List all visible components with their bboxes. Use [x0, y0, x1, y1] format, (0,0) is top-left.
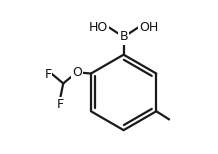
Text: O: O — [72, 66, 82, 79]
Text: OH: OH — [139, 21, 158, 34]
Text: F: F — [44, 68, 51, 81]
Text: F: F — [57, 98, 64, 111]
Text: B: B — [119, 30, 128, 43]
Text: HO: HO — [89, 21, 108, 34]
